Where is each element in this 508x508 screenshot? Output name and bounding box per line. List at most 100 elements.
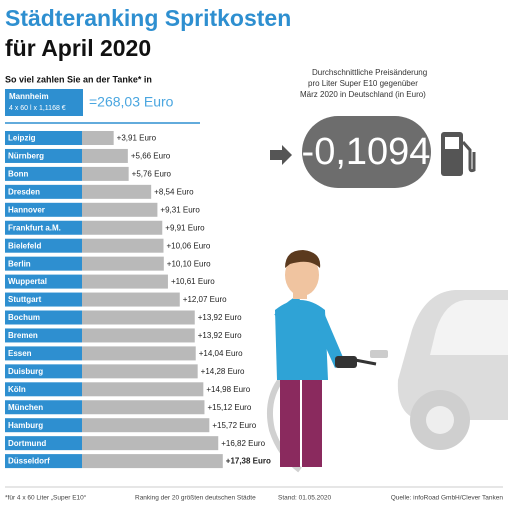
arm — [318, 315, 345, 368]
category-box — [5, 202, 82, 217]
category-box — [5, 166, 82, 181]
category-box — [5, 131, 82, 145]
value-label: +15,12 Euro — [207, 403, 251, 412]
note: März 2020 in Deutschland (in Euro) — [300, 90, 426, 99]
footer: Quelle: infoRoad GmbH/Clever Tanken — [391, 495, 504, 502]
car-cap — [370, 350, 388, 358]
title: für April 2020 — [5, 35, 151, 61]
bar — [82, 166, 129, 181]
value-label: +12,07 Euro — [183, 295, 227, 304]
bar — [82, 310, 195, 325]
reference-detail: 4 x 60 l x 1,1168 € — [9, 105, 66, 112]
category-box — [5, 454, 82, 469]
man-illustration — [267, 250, 377, 473]
bar — [82, 418, 210, 433]
category-label: Nürnberg — [8, 152, 44, 161]
category-box — [5, 292, 82, 307]
bar — [82, 346, 196, 361]
category-box — [5, 436, 82, 451]
category-label: Wuppertal — [8, 277, 47, 286]
value-label: +14,98 Euro — [206, 385, 250, 394]
category-box — [5, 310, 82, 325]
pump-icon — [461, 141, 476, 173]
value-label: +13,92 Euro — [198, 313, 242, 322]
category-box — [5, 256, 82, 271]
bar — [82, 238, 164, 253]
bar — [82, 382, 204, 397]
value-label: +15,72 Euro — [212, 421, 256, 430]
title: Städteranking Spritkosten — [5, 5, 291, 31]
category-label: Hamburg — [8, 421, 43, 430]
category-box — [5, 418, 82, 433]
value-label: +17,38 Euro — [226, 457, 271, 466]
category-label: Berlin — [8, 259, 31, 268]
value-label: +3,91 Euro — [117, 134, 157, 143]
hair — [285, 250, 321, 268]
bar — [82, 400, 205, 415]
pump-icon — [445, 137, 459, 149]
car-illustration — [370, 290, 508, 450]
category-label: Frankfurt a.M. — [8, 223, 61, 232]
bar — [82, 274, 168, 289]
category-box — [5, 148, 82, 163]
footer: *für 4 x 60 Liter „Super E10“ — [5, 495, 86, 502]
value-label: +9,91 Euro — [165, 223, 205, 232]
bar — [82, 148, 128, 163]
reference-name: Mannheim — [9, 92, 49, 101]
category-box — [5, 364, 82, 379]
car-window — [430, 300, 508, 355]
bar — [82, 436, 219, 451]
reference-value: =268,03 Euro — [89, 94, 174, 110]
value-label: +16,82 Euro — [221, 439, 265, 448]
value-label: +14,04 Euro — [199, 349, 243, 358]
bar — [82, 292, 180, 307]
category-label: Essen — [8, 349, 32, 358]
footer: Ranking der 20 größten deutschen Städte — [135, 495, 256, 502]
value-label: +14,28 Euro — [201, 367, 245, 376]
bar — [82, 256, 164, 271]
arrow — [270, 145, 292, 165]
category-label: Bielefeld — [8, 241, 41, 250]
value-label: +10,61 Euro — [171, 277, 215, 286]
category-label: Hannover — [8, 205, 45, 214]
category-label: Dortmund — [8, 439, 46, 448]
category-label: Köln — [8, 385, 26, 394]
category-box — [5, 400, 82, 415]
category-box — [5, 220, 82, 235]
bars: Leipzig +3,91 Euro Nürnberg +5,66 Euro Bonn +… — [5, 131, 271, 469]
category-label: Leipzig — [8, 134, 36, 143]
nozzle — [354, 358, 377, 366]
category-label: München — [8, 403, 43, 412]
bar — [82, 131, 114, 145]
value-label: +10,06 Euro — [166, 241, 210, 250]
nozzle — [335, 356, 357, 368]
legs — [280, 372, 300, 467]
category-label: Duisburg — [8, 367, 43, 376]
category-box — [5, 328, 82, 343]
bar — [82, 364, 198, 379]
category-label: Bonn — [8, 170, 29, 179]
footer: Stand: 01.05.2020 — [278, 495, 332, 502]
value-label: +8,54 Euro — [154, 187, 194, 196]
bar — [82, 328, 195, 343]
arm — [274, 295, 303, 322]
category-box — [5, 382, 82, 397]
category-label: Bremen — [8, 331, 38, 340]
value-label: +5,66 Euro — [131, 152, 171, 161]
note: Durchschnittliche Preisänderung — [312, 68, 427, 77]
head — [285, 254, 319, 296]
category-box — [5, 346, 82, 361]
legs — [302, 372, 322, 467]
category-box — [5, 184, 82, 199]
value-label: +10,10 Euro — [167, 259, 211, 268]
bar — [82, 202, 158, 217]
shirt — [275, 300, 328, 380]
category-label: Bochum — [8, 313, 40, 322]
price-change: -0,1094 — [302, 131, 431, 173]
category-box — [5, 238, 82, 253]
note: pro Liter Super E10 gegenüber — [308, 79, 418, 88]
reference-box — [5, 89, 83, 116]
bar — [82, 184, 152, 199]
category-label: Stuttgart — [8, 295, 42, 304]
